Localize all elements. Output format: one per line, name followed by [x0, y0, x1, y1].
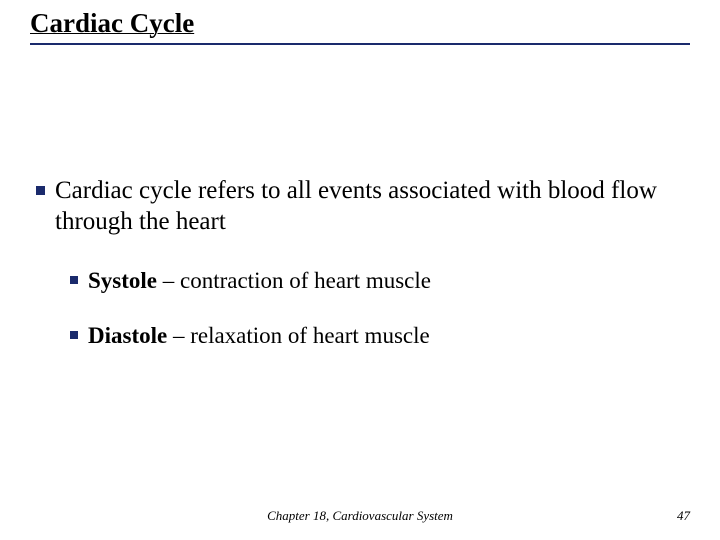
- sub-bullet-text: Diastole – relaxation of heart muscle: [88, 321, 430, 351]
- square-bullet-icon: [70, 331, 78, 339]
- definition: – contraction of heart muscle: [157, 268, 431, 293]
- sub-bullet-list: Systole – contraction of heart muscle Di…: [36, 266, 690, 352]
- title-underline-rule: [30, 43, 690, 45]
- main-bullet: Cardiac cycle refers to all events assoc…: [36, 175, 690, 238]
- slide-container: Cardiac Cycle Cardiac cycle refers to al…: [0, 0, 720, 540]
- term: Systole: [88, 268, 157, 293]
- sub-bullet: Systole – contraction of heart muscle: [70, 266, 690, 296]
- content-area: Cardiac cycle refers to all events assoc…: [30, 175, 690, 351]
- footer-text: Chapter 18, Cardiovascular System: [0, 508, 720, 524]
- square-bullet-icon: [70, 276, 78, 284]
- sub-bullet-text: Systole – contraction of heart muscle: [88, 266, 431, 296]
- definition: – relaxation of heart muscle: [167, 323, 429, 348]
- square-bullet-icon: [36, 186, 45, 195]
- slide-title: Cardiac Cycle: [30, 8, 690, 41]
- page-number: 47: [677, 508, 690, 524]
- sub-bullet: Diastole – relaxation of heart muscle: [70, 321, 690, 351]
- term: Diastole: [88, 323, 167, 348]
- main-bullet-text: Cardiac cycle refers to all events assoc…: [55, 175, 690, 238]
